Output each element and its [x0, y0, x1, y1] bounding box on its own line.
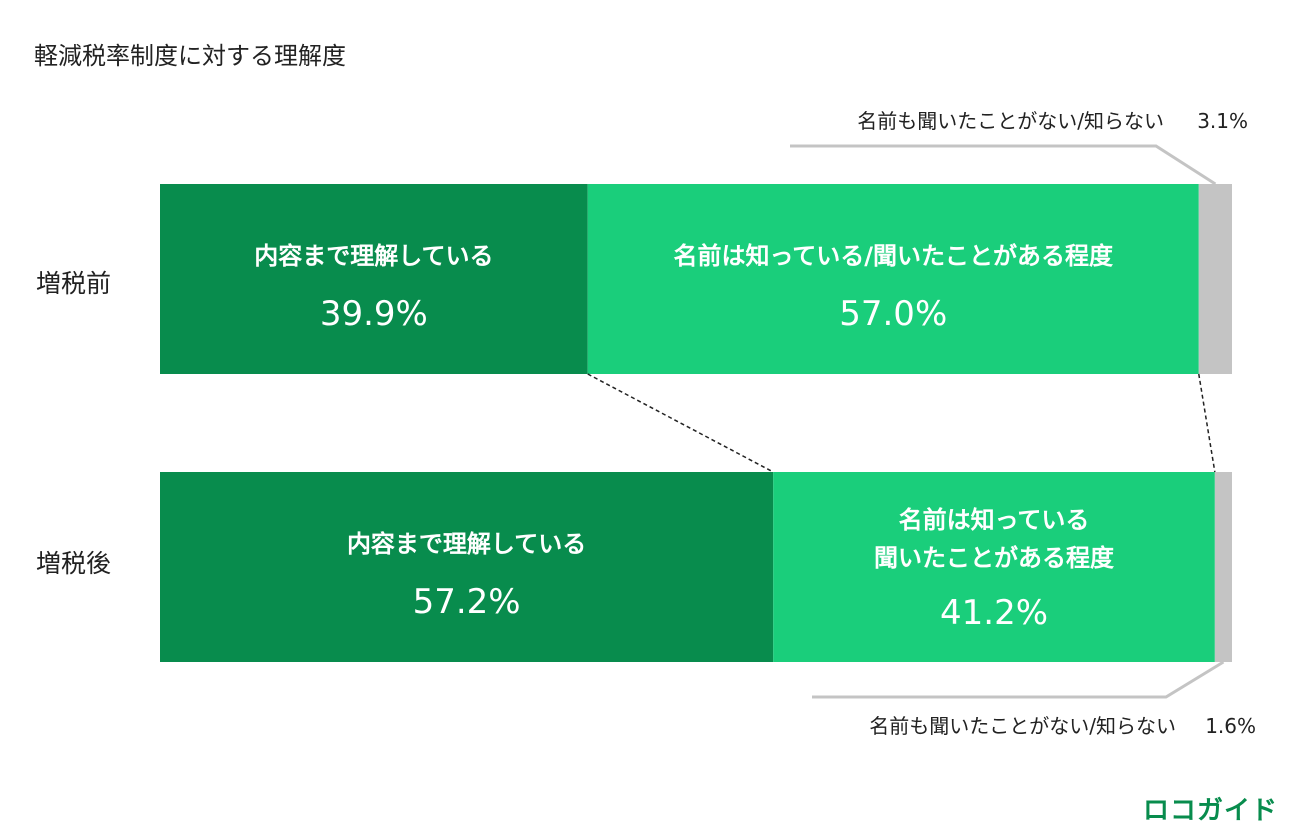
- callout-value: 3.1%: [1197, 109, 1248, 133]
- data-label: 57.2%: [413, 582, 521, 622]
- bar-segment: [587, 184, 1199, 374]
- segment-label: 聞いたことがある程度: [874, 544, 1115, 572]
- segment-label: 名前は知っている/聞いたことがある程度: [673, 242, 1114, 270]
- bar-segment: [773, 472, 1215, 662]
- callout-value: 1.6%: [1205, 714, 1256, 738]
- bar-segment: [1214, 472, 1232, 662]
- data-label: 39.9%: [320, 294, 428, 334]
- bar-segment: [160, 184, 588, 374]
- chart-title: 軽減税率制度に対する理解度: [34, 42, 346, 70]
- segment-label: 内容まで理解している: [347, 530, 586, 558]
- logo: ロコガイド: [1142, 796, 1278, 826]
- category-label-before: 増税前: [36, 269, 112, 298]
- connector-line: [587, 373, 774, 473]
- segment-label: 名前は知っている: [899, 506, 1090, 534]
- category-label-after: 増税後: [36, 549, 112, 578]
- connector-line: [1198, 373, 1216, 473]
- data-label: 41.2%: [940, 593, 1048, 633]
- segment-label: 内容まで理解している: [254, 242, 493, 270]
- bar-segment: [160, 472, 774, 662]
- callout-line: [812, 660, 1225, 699]
- callout-label: 名前も聞いたことがない/知らない: [857, 109, 1164, 133]
- callout-line: [790, 144, 1217, 186]
- data-label: 57.0%: [839, 294, 947, 334]
- bar-segment: [1198, 184, 1232, 374]
- callout-label: 名前も聞いたことがない/知らない: [869, 714, 1176, 738]
